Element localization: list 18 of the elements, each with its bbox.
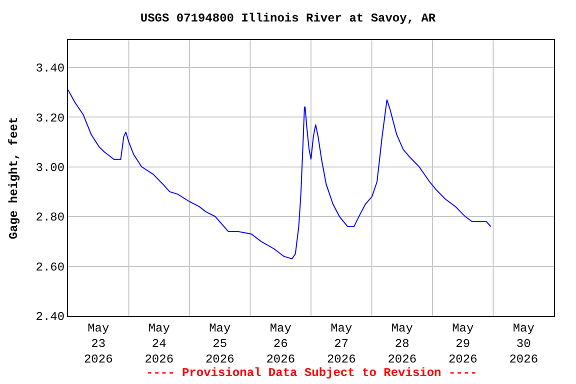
y-tick-label: 3.00 — [36, 161, 65, 176]
y-tick-label: 2.60 — [36, 260, 65, 274]
y-axis-title: Gage height, feet — [7, 116, 22, 240]
x-tick-label: May 30 2026 — [509, 321, 538, 367]
x-tick-label: May 28 2026 — [388, 321, 417, 367]
line-series — [68, 89, 492, 260]
x-tick-label: May 26 2026 — [266, 321, 296, 367]
x-tick-label: May 23 2026 — [84, 321, 113, 367]
y-tick-label: 3.20 — [36, 111, 65, 126]
x-tick-label: May 24 2026 — [144, 321, 174, 367]
x-tick-label: May 29 2026 — [448, 321, 478, 367]
chart-title: USGS 07194800 Illinois River at Savoy, AR — [140, 11, 436, 26]
x-tick-label: May 25 2026 — [205, 321, 234, 367]
y-tick-label: 2.40 — [36, 310, 65, 324]
x-tick-label: May 27 2026 — [326, 321, 356, 367]
y-tick-label: 3.40 — [36, 62, 65, 76]
y-tick-label: 2.80 — [36, 210, 65, 225]
text: ---- Provisional Data Subject to Revision ---- — [146, 366, 478, 380]
